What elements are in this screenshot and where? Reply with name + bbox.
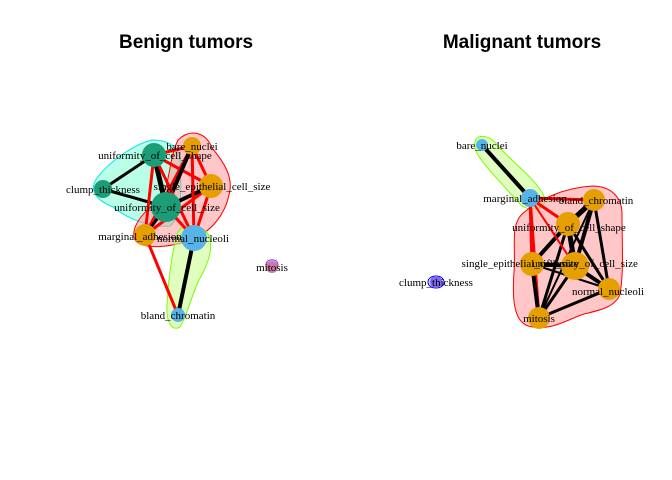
node-label-bare_nuclei: bare_nuclei bbox=[166, 141, 217, 153]
malignant-network-panel: Malignant tumors bare_nuclei marginal_adh… bbox=[399, 32, 644, 329]
edge-uniformity_of_cell_shape-normal_nucleoli bbox=[566, 222, 611, 291]
node-mitosis[interactable] bbox=[266, 261, 278, 273]
edge-bare_nuclei-marginal_adhesion bbox=[480, 143, 532, 200]
edge-normal_nucleoli-bland_chromatin bbox=[176, 236, 196, 317]
node-label-normal_nucleoli: normal_nucleoli bbox=[572, 286, 644, 298]
edge-marginal_adhesion-bland_chromatin bbox=[143, 233, 180, 317]
node-single_epithelial_cell_size[interactable] bbox=[199, 174, 223, 198]
node-label-marginal_adhesion: marginal_adhesion bbox=[483, 193, 567, 205]
node-label-mitosis: mitosis bbox=[256, 262, 288, 274]
node-bland_chromatin[interactable] bbox=[171, 308, 185, 322]
node-uniformity_of_cell_size[interactable] bbox=[151, 192, 181, 222]
node-label-marginal_adhesion: marginal_adhesion bbox=[98, 231, 182, 243]
edge-bland_chromatin-normal_nucleoli bbox=[592, 198, 611, 291]
node-mitosis[interactable] bbox=[528, 307, 550, 329]
edge-normal_nucleoli-mitosis bbox=[537, 287, 611, 320]
node-label-bland_chromatin: bland_chromatin bbox=[559, 195, 634, 207]
node-label-mitosis: mitosis bbox=[523, 313, 555, 325]
node-normal_nucleoli[interactable] bbox=[181, 225, 207, 251]
malignant-node-labels: bare_nuclei marginal_adhesionbland_chroma… bbox=[399, 140, 644, 325]
node-uniformity_of_cell_shape[interactable] bbox=[556, 212, 580, 236]
node-uniformity_of_cell_size[interactable] bbox=[561, 252, 589, 280]
node-uniformity_of_cell_shape[interactable] bbox=[142, 143, 166, 167]
malignant-nodes bbox=[430, 139, 620, 329]
edge-uniformity_of_cell_shape-marginal_adhesion bbox=[143, 153, 156, 237]
node-marginal_adhesion[interactable] bbox=[134, 224, 156, 246]
node-label-uniformity_of_cell_shape: uniformity_of_cell_shape bbox=[512, 222, 626, 234]
node-clump_thickness[interactable] bbox=[430, 276, 442, 288]
node-label-bare_nuclei: bare_nuclei bbox=[456, 140, 507, 152]
node-label-clump_thickness: clump_thickness bbox=[66, 184, 140, 196]
node-label-single_epithelial_cell_size: single_epithelial_cell_size bbox=[462, 258, 579, 270]
node-label-single_epithelial_cell_size: single_epithelial_cell_size bbox=[154, 181, 271, 193]
node-label-clump_thickness: clump_thickness bbox=[399, 277, 473, 289]
benign-node-labels: bare_nucleiuniformity_of_cell_shapeclump… bbox=[66, 141, 288, 322]
node-label-uniformity_of_cell_size: uniformity_of_cell_size bbox=[114, 202, 220, 214]
node-normal_nucleoli[interactable] bbox=[598, 278, 620, 300]
node-label-normal_nucleoli: normal_nucleoli bbox=[157, 233, 229, 245]
node-label-uniformity_of_cell_size: uniformity_of_cell_size bbox=[532, 258, 638, 270]
edge-bare_nuclei-normal_nucleoli bbox=[190, 144, 196, 240]
malignant-panel-title: Malignant tumors bbox=[443, 32, 601, 53]
benign-nodes bbox=[94, 137, 278, 322]
node-clump_thickness[interactable] bbox=[94, 180, 112, 198]
node-bare_nuclei[interactable] bbox=[183, 137, 201, 155]
node-bare_nuclei[interactable] bbox=[476, 139, 488, 151]
edge-uniformity_of_cell_shape-mitosis bbox=[537, 222, 570, 320]
benign-panel-title: Benign tumors bbox=[119, 32, 253, 53]
node-bland_chromatin[interactable] bbox=[583, 189, 605, 211]
node-marginal_adhesion[interactable] bbox=[521, 189, 539, 207]
benign-network-panel: Benign tumors bare_nucleiuniformity_of_c… bbox=[66, 32, 288, 329]
node-label-uniformity_of_cell_shape: uniformity_of_cell_shape bbox=[98, 150, 212, 162]
node-single_epithelial_cell_size[interactable] bbox=[520, 252, 544, 276]
node-label-bland_chromatin: bland_chromatin bbox=[141, 310, 216, 322]
